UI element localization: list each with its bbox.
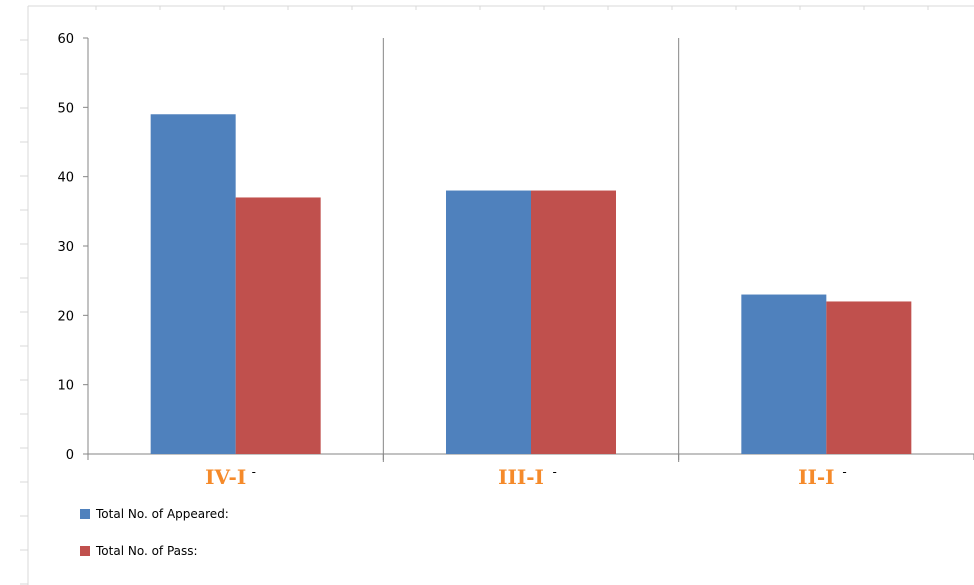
category-label: III-I [498, 465, 544, 489]
category-dividers [382, 38, 680, 462]
legend-label: Total No. of Appeared: [95, 507, 229, 521]
y-tick-label: 20 [57, 309, 74, 324]
bar [741, 294, 827, 454]
y-tick-label: 60 [57, 32, 74, 47]
y-axis: 0 10 20 30 40 50 60 [57, 32, 89, 463]
bar [235, 197, 321, 454]
bars [150, 114, 912, 455]
y-tick-label: 30 [57, 240, 74, 255]
bar [446, 190, 531, 455]
y-tick-label: 10 [57, 379, 74, 394]
category-label-suffix: - [842, 465, 846, 479]
y-tick-label: 0 [66, 448, 74, 463]
category-label-suffix: - [252, 465, 256, 479]
legend-label: Total No. of Pass: [95, 544, 198, 558]
category-label: IV-I [205, 465, 246, 489]
legend: Total No. of Appeared: Total No. of Pass: [80, 507, 229, 558]
bar [150, 114, 236, 455]
chart-frame [20, 5, 974, 585]
category-labels: IV-I - III-I - II-I - [205, 465, 847, 489]
bar [531, 190, 616, 455]
category-label-suffix: - [553, 465, 557, 479]
category-label: II-I [798, 465, 834, 489]
legend-swatch [80, 546, 90, 556]
y-tick-label: 50 [57, 101, 74, 116]
y-tick-label: 40 [57, 171, 74, 186]
bar [826, 301, 912, 454]
x-axis [87, 453, 974, 460]
legend-swatch [80, 509, 90, 519]
